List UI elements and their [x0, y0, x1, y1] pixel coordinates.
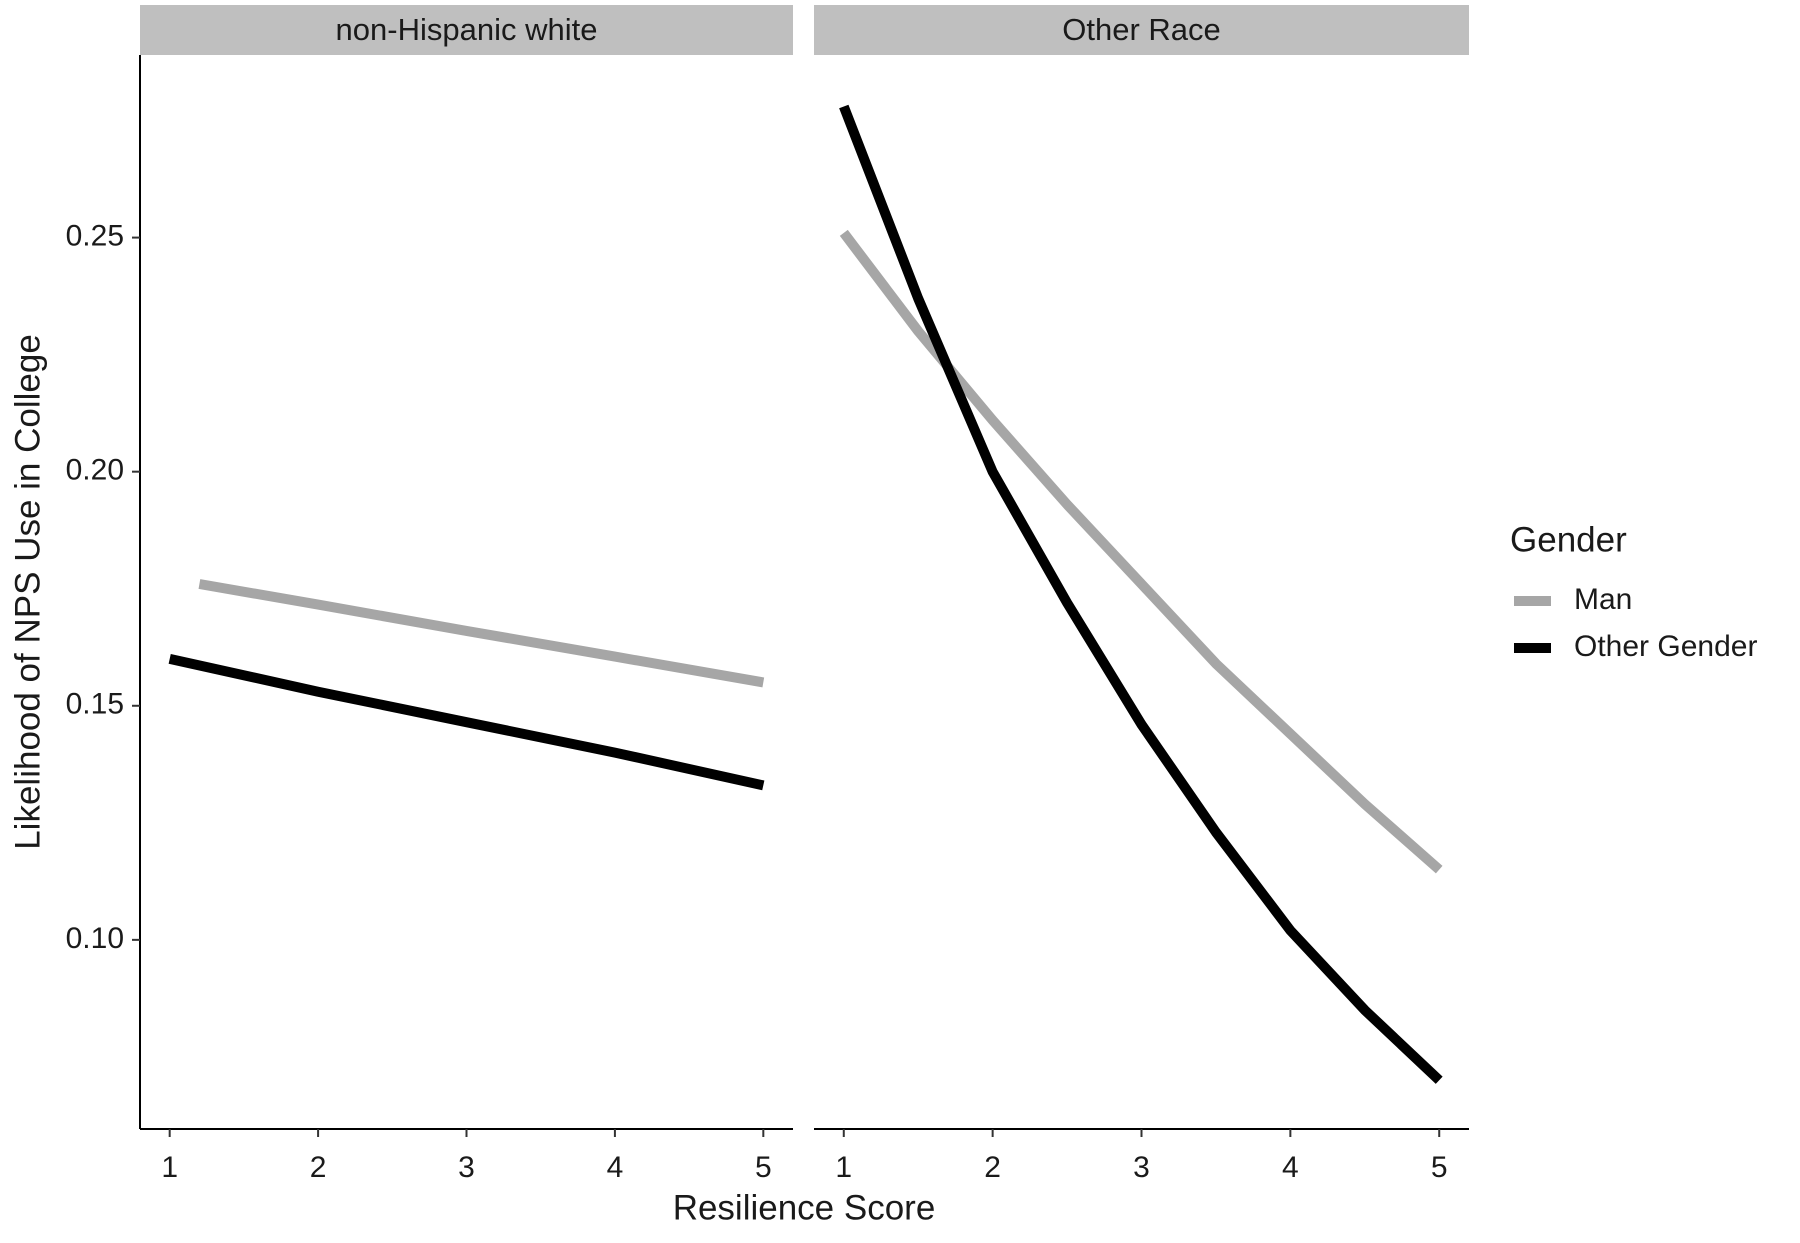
x-tick-label: 5 [1431, 1151, 1448, 1184]
series-line [839, 104, 1443, 1084]
y-tick-label: 0.15 [66, 688, 124, 721]
y-tick-label: 0.25 [66, 220, 124, 253]
x-tick-label: 1 [835, 1151, 852, 1184]
legend-label: Other Gender [1574, 630, 1757, 663]
strip [814, 5, 1469, 55]
x-tick-label: 4 [607, 1151, 624, 1184]
x-tick-label: 4 [1282, 1151, 1299, 1184]
series-line [198, 579, 765, 688]
y-tick-label: 0.10 [66, 922, 124, 955]
y-tick-label: 0.20 [66, 454, 124, 487]
series-line [168, 654, 765, 791]
x-tick-label: 3 [1133, 1151, 1150, 1184]
strip-title: non-Hispanic white [336, 12, 598, 47]
x-tick-label: 1 [161, 1151, 178, 1184]
y-axis-label: Likelihood of NPS Use in College [8, 334, 47, 850]
strip-title: Other Race [1062, 12, 1221, 47]
x-tick-label: 2 [310, 1151, 327, 1184]
legend-label: Man [1574, 583, 1632, 616]
legend-title: Gender [1510, 520, 1627, 559]
x-tick-label: 5 [755, 1151, 772, 1184]
x-tick-label: 3 [458, 1151, 475, 1184]
strip [140, 5, 793, 55]
x-axis-label: Resilience Score [673, 1188, 936, 1227]
x-tick-label: 2 [984, 1151, 1001, 1184]
